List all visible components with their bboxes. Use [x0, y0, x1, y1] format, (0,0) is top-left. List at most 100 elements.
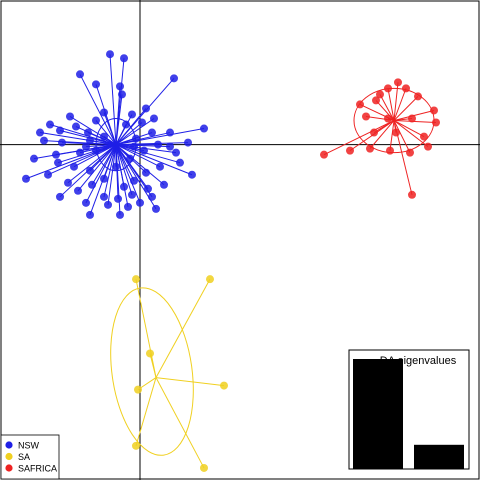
point-safrica	[320, 150, 328, 159]
star-line-safrica	[393, 120, 437, 124]
point-safrica	[386, 146, 394, 155]
point-nsw	[54, 158, 62, 167]
point-safrica	[406, 148, 414, 157]
point-nsw	[86, 210, 94, 219]
star-line-safrica	[393, 120, 429, 148]
point-nsw	[66, 112, 74, 121]
star-line-nsw	[115, 144, 129, 207]
point-safrica	[432, 118, 440, 127]
point-nsw	[92, 116, 100, 125]
point-nsw	[140, 146, 148, 155]
point-nsw	[100, 108, 108, 117]
star-line-safrica	[393, 88, 407, 121]
star-line-nsw	[115, 144, 133, 195]
point-nsw	[74, 186, 82, 195]
star-line-safrica	[393, 120, 411, 153]
point-nsw	[166, 128, 174, 137]
star-line-sa	[149, 353, 157, 378]
star-line-sa	[155, 278, 211, 378]
series-sa	[110, 275, 228, 472]
point-nsw	[124, 202, 132, 211]
star-line-nsw	[115, 144, 165, 186]
point-nsw	[128, 190, 136, 199]
point-nsw	[92, 146, 100, 155]
point-nsw	[44, 170, 52, 179]
point-nsw	[46, 120, 54, 129]
star-line-nsw	[115, 132, 171, 146]
point-sa	[132, 441, 140, 450]
star-line-nsw	[109, 54, 117, 145]
star-line-sa	[135, 279, 157, 378]
point-nsw	[120, 54, 128, 63]
star-line-nsw	[25, 144, 117, 180]
point-nsw	[58, 138, 66, 147]
point-safrica	[408, 114, 416, 123]
point-nsw	[40, 136, 48, 145]
point-nsw	[86, 136, 94, 145]
star-line-nsw	[115, 118, 155, 146]
point-safrica	[376, 90, 384, 99]
legend-marker-nsw	[5, 441, 13, 449]
legend-label-safrica: SAFRICA	[18, 464, 57, 474]
legend-label-nsw: NSW	[18, 441, 40, 451]
point-safrica	[424, 142, 432, 151]
series-safrica	[320, 78, 440, 199]
series-layer	[22, 50, 440, 472]
point-nsw	[144, 184, 152, 193]
inset-bar	[414, 444, 464, 469]
point-nsw	[76, 148, 84, 157]
point-nsw	[122, 120, 130, 129]
eigenvalues-inset: DA eigenvalues	[348, 349, 470, 470]
point-nsw	[172, 148, 180, 157]
point-safrica	[372, 96, 380, 105]
star-line-nsw	[33, 144, 117, 160]
star-line-safrica	[389, 120, 395, 151]
star-line-nsw	[115, 94, 123, 145]
point-nsw	[92, 80, 100, 89]
star-line-nsw	[115, 144, 121, 215]
point-nsw	[154, 140, 162, 149]
point-nsw	[100, 192, 108, 201]
legend-marker-sa	[5, 452, 13, 461]
point-nsw	[142, 168, 150, 177]
point-nsw	[82, 142, 90, 151]
point-nsw	[200, 124, 208, 133]
point-nsw	[52, 150, 60, 159]
star-line-nsw	[103, 144, 117, 197]
point-safrica	[414, 92, 422, 101]
point-nsw	[184, 138, 192, 147]
point-nsw	[142, 104, 150, 113]
point-nsw	[188, 170, 196, 179]
point-nsw	[104, 200, 112, 209]
inset-bars	[353, 359, 464, 469]
star-line-nsw	[107, 144, 117, 205]
star-line-nsw	[67, 144, 117, 184]
star-line-nsw	[95, 120, 117, 145]
point-safrica	[408, 190, 416, 199]
star-line-nsw	[115, 128, 205, 146]
star-line-nsw	[115, 122, 143, 145]
star-line-sa	[155, 377, 225, 387]
point-sa	[134, 385, 142, 394]
point-nsw	[128, 110, 136, 119]
star-line-safrica	[393, 96, 419, 121]
point-nsw	[148, 192, 156, 201]
point-nsw	[86, 166, 94, 175]
point-nsw	[100, 174, 108, 183]
point-nsw	[130, 142, 138, 151]
point-nsw	[136, 198, 144, 207]
point-nsw	[112, 162, 120, 171]
point-nsw	[100, 132, 108, 141]
point-nsw	[138, 118, 146, 127]
star-line-nsw	[73, 144, 117, 168]
point-nsw	[84, 128, 92, 137]
point-sa	[220, 381, 228, 390]
point-nsw	[132, 134, 140, 143]
point-nsw	[56, 126, 64, 135]
star-line-safrica	[323, 120, 395, 156]
star-line-nsw	[115, 108, 147, 145]
point-safrica	[384, 114, 392, 123]
point-nsw	[160, 180, 168, 189]
